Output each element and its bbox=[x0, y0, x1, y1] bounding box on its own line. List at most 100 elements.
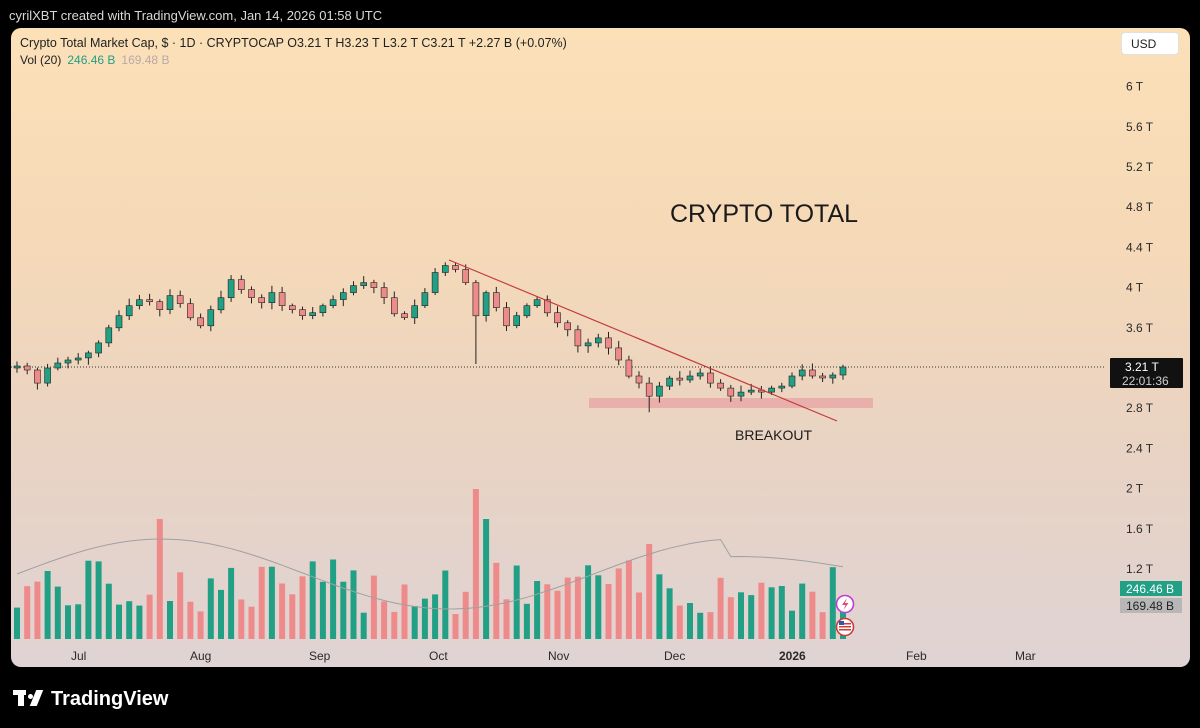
candle bbox=[197, 317, 204, 327]
candle bbox=[34, 369, 41, 384]
y-tick-label: 1.6 T bbox=[1126, 522, 1154, 536]
volume-tag bbox=[1120, 581, 1182, 596]
candle bbox=[238, 279, 245, 291]
volume-bar bbox=[299, 576, 306, 639]
volume-bar bbox=[432, 594, 439, 639]
candle bbox=[645, 382, 653, 397]
annotation-title: CRYPTO TOTAL bbox=[670, 200, 858, 228]
volume-bar bbox=[421, 598, 428, 639]
support-zone bbox=[589, 398, 873, 408]
candle bbox=[686, 375, 694, 381]
volume-bar bbox=[381, 601, 388, 639]
price-tag bbox=[1110, 358, 1183, 388]
candle bbox=[146, 299, 153, 303]
candle bbox=[431, 272, 439, 293]
candle bbox=[136, 299, 143, 307]
volume-bar bbox=[809, 591, 816, 639]
volume-bar bbox=[554, 590, 561, 639]
volume-bar bbox=[656, 574, 663, 639]
price-tag-countdown: 22:01:36 bbox=[1122, 374, 1169, 388]
candle bbox=[176, 295, 184, 304]
price-chart[interactable]: CRYPTO TOTAL BREAKOUT 6 T 5.6 T 5.2 T 4.8 T… bbox=[11, 28, 1190, 667]
volume-bar bbox=[258, 566, 265, 639]
volume-bar bbox=[207, 578, 214, 639]
candle bbox=[54, 362, 62, 369]
candle bbox=[248, 289, 255, 298]
x-tick-label: Feb bbox=[906, 649, 927, 663]
candle bbox=[829, 374, 837, 379]
volume-bar bbox=[116, 604, 122, 639]
y-tick-label: 2.8 T bbox=[1126, 401, 1154, 415]
volume-bar bbox=[727, 597, 734, 639]
volume-bar bbox=[585, 565, 592, 639]
candle bbox=[166, 295, 174, 311]
candle bbox=[187, 303, 194, 319]
volume-bar bbox=[452, 614, 459, 639]
x-tick-label: Sep bbox=[309, 649, 331, 663]
volume-bar bbox=[707, 612, 714, 639]
candle bbox=[778, 385, 786, 389]
volume-bar bbox=[167, 601, 173, 639]
volume-bar bbox=[309, 561, 316, 639]
volume-bar bbox=[697, 612, 704, 639]
candle bbox=[788, 375, 796, 387]
volume-bar bbox=[483, 519, 490, 639]
volume-bar bbox=[391, 611, 398, 639]
x-tick-label: Dec bbox=[664, 649, 685, 663]
candle bbox=[656, 385, 663, 397]
volume-bar bbox=[462, 591, 469, 639]
volume-value: 246.46 B bbox=[67, 53, 116, 67]
y-tick-label: 6 T bbox=[1126, 80, 1144, 94]
volume-bar bbox=[75, 604, 82, 639]
volume-bar bbox=[156, 519, 163, 639]
currency-button[interactable]: USD bbox=[1121, 32, 1179, 55]
volume-bar bbox=[177, 572, 184, 639]
x-tick-label: Nov bbox=[548, 649, 569, 663]
volume-bar bbox=[248, 606, 255, 639]
volume-bar bbox=[646, 544, 653, 639]
chart-panel[interactable]: CRYPTO TOTAL BREAKOUT 6 T 5.6 T 5.2 T 4.8 T… bbox=[11, 28, 1190, 667]
volume-bar bbox=[197, 611, 204, 639]
us-flag-event-icon[interactable] bbox=[835, 617, 855, 637]
y-tick-label: 4 T bbox=[1126, 281, 1144, 295]
candle bbox=[625, 359, 633, 377]
volume-ma-tag bbox=[1120, 598, 1182, 613]
candle bbox=[707, 372, 714, 384]
volume-bar bbox=[401, 584, 408, 639]
y-tick-label: 5.2 T bbox=[1126, 160, 1154, 174]
candle bbox=[482, 292, 490, 317]
price-tag-value: 3.21 T bbox=[1125, 360, 1159, 374]
x-tick-label: Jul bbox=[71, 649, 86, 663]
volume-bar bbox=[24, 586, 31, 639]
volume-bar bbox=[411, 606, 418, 639]
candle bbox=[268, 292, 276, 304]
candle bbox=[421, 292, 429, 307]
candle bbox=[411, 305, 419, 319]
tradingview-logo-icon bbox=[13, 690, 45, 706]
volume-bar bbox=[340, 581, 347, 639]
volume-bar bbox=[238, 599, 245, 639]
candle bbox=[319, 305, 327, 314]
volume-bars bbox=[14, 489, 846, 639]
volume-bar bbox=[34, 581, 41, 639]
volume-bar bbox=[534, 581, 541, 639]
volume-legend: Vol (20) 246.46 B 169.48 B bbox=[20, 53, 169, 67]
volume-bar bbox=[564, 577, 571, 639]
annotation-breakout: BREAKOUT bbox=[735, 427, 812, 443]
candle bbox=[64, 359, 72, 364]
volume-bar bbox=[636, 592, 642, 639]
volume-bar bbox=[758, 582, 765, 639]
candle bbox=[44, 367, 51, 384]
lightning-event-icon[interactable] bbox=[835, 594, 855, 614]
volume-bar bbox=[493, 562, 500, 639]
x-tick-label: Aug bbox=[190, 649, 211, 663]
y-tick-label: 2.4 T bbox=[1126, 441, 1154, 455]
candle bbox=[462, 269, 470, 283]
footer-bar bbox=[0, 667, 1200, 728]
candle bbox=[513, 315, 521, 327]
volume-bar bbox=[14, 607, 20, 639]
candle bbox=[543, 299, 551, 314]
candle bbox=[564, 322, 572, 331]
volume-bar bbox=[289, 594, 296, 639]
volume-bar bbox=[799, 583, 806, 639]
